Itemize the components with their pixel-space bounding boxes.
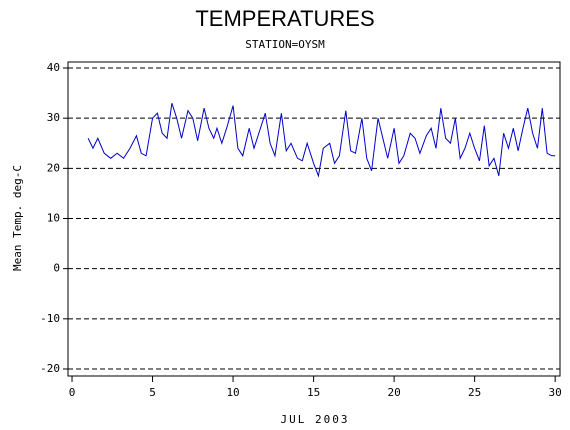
y-tick-label: -10 xyxy=(40,312,60,325)
chart-title: TEMPERATURES xyxy=(195,6,374,31)
x-tick-label: 0 xyxy=(69,386,76,399)
y-axis-label: Mean Temp. deg-C xyxy=(11,165,24,271)
y-tick-label: 20 xyxy=(47,161,60,174)
y-tick-label: 40 xyxy=(47,61,60,74)
x-axis-label: JUL 2003 xyxy=(281,413,350,426)
x-tick-label: 15 xyxy=(307,386,320,399)
x-tick-label: 5 xyxy=(149,386,156,399)
y-tick-label: 30 xyxy=(47,111,60,124)
x-tick-label: 30 xyxy=(549,386,562,399)
plot-frame xyxy=(67,61,561,377)
chart-subtitle: STATION=OYSM xyxy=(245,38,325,51)
y-tick-label: -20 xyxy=(40,362,60,375)
x-tick-label: 20 xyxy=(387,386,400,399)
x-tick-label: 10 xyxy=(226,386,239,399)
y-tick-label: 10 xyxy=(47,211,60,224)
y-tick-label: 0 xyxy=(53,262,60,275)
x-tick-label: 25 xyxy=(468,386,481,399)
data-line xyxy=(87,102,556,178)
